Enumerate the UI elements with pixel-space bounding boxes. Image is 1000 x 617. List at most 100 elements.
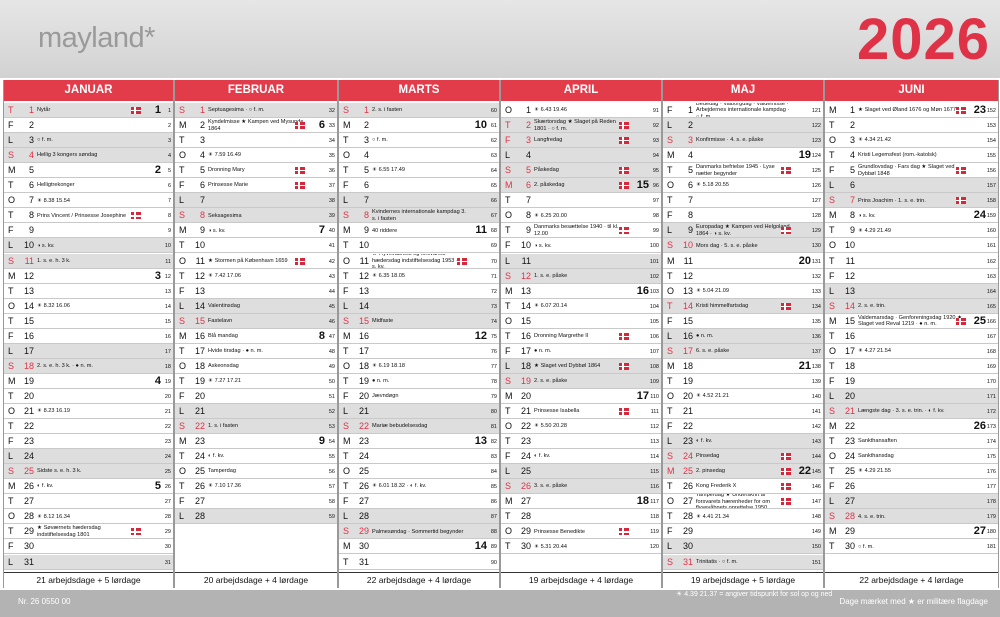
day-number: 29 [358, 526, 369, 537]
weekday: S [179, 315, 186, 326]
week-number: 20 [798, 254, 811, 267]
day-note: ★ Flyvevåbnets og forsvarets hædersdag i… [372, 253, 463, 269]
day-note: Langfredag [534, 137, 563, 144]
day-row: S 31 Trinitatis · ○ f. m. 151 [663, 554, 823, 570]
day-of-year: 61 [490, 123, 497, 130]
day-note: 2. s. e. trin. [858, 302, 886, 309]
day-row: M 30 14 89 [339, 539, 499, 555]
day-number: 4 [687, 150, 693, 161]
day-of-year: 133 [811, 288, 821, 295]
day-row: L 10 ◑ s. kv. 10 [4, 238, 173, 254]
day-note: 2. s. e. h. 3 k. · ● n. m. [37, 363, 93, 370]
day-number: 3 [199, 135, 205, 146]
day-number: 14 [23, 300, 34, 311]
flag-icon [956, 197, 966, 205]
day-number: 14 [844, 300, 855, 311]
day-note: ○ f. m. [372, 137, 388, 144]
weekday: T [179, 375, 185, 386]
day-note: ☀ 4.29 21.49 [858, 227, 892, 234]
weekday: T [343, 481, 349, 492]
day-number: 15 [358, 315, 369, 326]
weekday: O [8, 195, 16, 206]
day-of-year: 19 [164, 378, 171, 385]
day-of-year: 116 [650, 484, 659, 491]
day-number: 23 [682, 436, 693, 447]
day-row: T 5 Dronning Mary 36 [175, 163, 337, 179]
day-note: Påskedag [534, 167, 559, 174]
day-of-year: 167 [986, 333, 996, 340]
day-row: L 16 ● n. m. 136 [663, 328, 823, 344]
weekday: T [667, 406, 673, 416]
day-row: O 24 Sankthansdag 175 [825, 449, 998, 465]
day-row: S 22 Mariæ bebudelsesdag 81 [339, 419, 499, 435]
day-row: O 18 ☀ 6.19 18.18 77 [339, 359, 499, 374]
weekday: T [8, 105, 14, 115]
flag-icon [956, 317, 966, 325]
month-summary: 19 arbejdsdage + 4 lørdage [501, 572, 661, 588]
day-row: F 30 30 [4, 539, 173, 555]
product-number: Nr. 26 0550 00 [18, 597, 71, 606]
day-number: 18 [520, 360, 531, 371]
day-note: ◐ f. kv. [37, 483, 54, 490]
week-number: 5 [154, 480, 161, 493]
weekday: S [343, 210, 350, 221]
weekday: O [8, 511, 16, 522]
day-note: ● n. m. [534, 348, 552, 354]
day-note: Konfirmisse · 4. s. e. påske [696, 137, 764, 144]
weekday: O [667, 180, 675, 191]
week-number: 25 [973, 314, 986, 327]
weekday: M [343, 330, 351, 341]
day-note: ☀ 8.12 16.34 [37, 513, 71, 520]
day-number: 13 [520, 285, 531, 296]
flag-icon [131, 528, 141, 536]
day-number: 7 [199, 195, 205, 206]
day-of-year: 117 [650, 499, 659, 506]
day-of-year: 72 [490, 288, 497, 295]
day-row: T 8 Prins Vincent / Prinsesse Josephine 8 [4, 208, 173, 224]
day-of-year: 66 [490, 198, 497, 205]
day-row: O 13 ☀ 5.04 21.09 133 [663, 284, 823, 299]
day-row: S 18 2. s. e. h. 3 k. · ● n. m. 18 [4, 358, 173, 374]
weekday: S [829, 195, 836, 206]
day-number: 22 [194, 421, 205, 432]
day-number: 10 [520, 240, 531, 251]
day-of-year: 130 [811, 243, 821, 250]
day-row: O 25 84 [339, 464, 499, 480]
day-of-year: 164 [986, 288, 996, 295]
day-number: 9 [199, 225, 205, 236]
day-row: M 29 27 180 [825, 524, 998, 540]
week-number: 6 [318, 119, 325, 132]
day-number: 1 [363, 105, 369, 115]
weekday: M [667, 255, 675, 266]
weekday: S [343, 105, 350, 115]
day-row: L 31 31 [4, 554, 173, 570]
day-number: 1 [687, 105, 693, 115]
weekday: L [505, 466, 511, 477]
weekday: F [8, 436, 14, 447]
day-row: S 8 Seksagesima 39 [175, 208, 337, 224]
day-of-year: 56 [328, 469, 335, 476]
day-number: 23 [194, 436, 205, 447]
month-name: FEBRUAR [175, 80, 337, 101]
day-row: L 14 Valentinsdag 45 [175, 298, 337, 314]
day-number: 15 [23, 315, 34, 326]
day-row: S 5 Påskedag 95 [501, 163, 661, 179]
day-of-year: 13 [164, 288, 171, 295]
weekday: O [179, 150, 187, 161]
day-number: 21 [520, 406, 531, 416]
day-number: 14 [194, 300, 205, 311]
day-number: 3 [363, 135, 369, 146]
day-number: 31 [358, 556, 369, 567]
day-number: 20 [682, 390, 693, 401]
day-note: Sidste s. e. h. 3 k. [37, 468, 82, 475]
month-column: MAJ F 1 Bededag · Valborgdag · Valdemisse ·… [662, 80, 824, 588]
weekday: M [8, 375, 16, 386]
day-note: ☀ 5.31 20.44 [534, 543, 568, 550]
day-of-year: 12 [164, 273, 171, 280]
day-number: 17 [844, 345, 855, 356]
day-of-year: 171 [986, 393, 996, 400]
day-of-year: 50 [328, 378, 335, 385]
flag-icon [619, 227, 629, 235]
day-of-year: 179 [986, 514, 996, 521]
weekday: F [343, 496, 349, 507]
